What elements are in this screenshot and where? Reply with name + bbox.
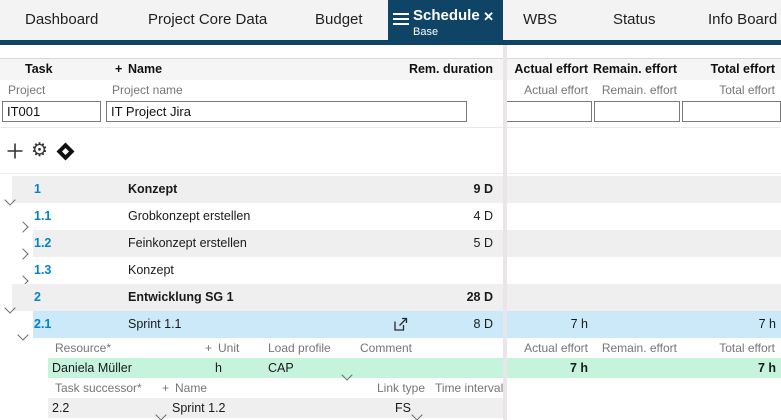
task-successor-column-header: Task successor* bbox=[55, 381, 142, 395]
divider bbox=[0, 127, 781, 128]
total-effort-column-header: Total effort bbox=[719, 341, 775, 355]
rem-duration-value: 9 D bbox=[473, 182, 493, 196]
task-name: Entwicklung SG 1 bbox=[128, 290, 234, 304]
task-name: Grobkonzept erstellen bbox=[128, 209, 251, 223]
actual-effort-value: 7 h bbox=[570, 317, 588, 331]
task-row[interactable]: 2 Entwicklung SG 1 28 D bbox=[0, 284, 781, 314]
chevron-down-icon[interactable] bbox=[411, 404, 423, 420]
unit-cell[interactable]: h bbox=[215, 361, 222, 375]
close-icon[interactable]: ✕ bbox=[483, 9, 494, 24]
remain-effort-input[interactable] bbox=[594, 101, 680, 122]
subheader-total-effort: Total effort bbox=[719, 83, 775, 97]
chevron-down-icon[interactable] bbox=[155, 404, 167, 420]
rem-duration-value: 28 D bbox=[466, 290, 493, 304]
subheader-actual-effort: Actual effort bbox=[524, 83, 588, 97]
tab-wbs[interactable]: WBS bbox=[523, 11, 558, 28]
wbs-number: 1.2 bbox=[34, 236, 52, 250]
wbs-number: 1 bbox=[34, 182, 41, 196]
tab-project-core-data[interactable]: Project Core Data bbox=[148, 11, 268, 28]
successor-header-row: Task successor* + Name Link type Time in… bbox=[0, 378, 781, 398]
unit-column-header: Unit bbox=[218, 341, 240, 355]
successor-row[interactable]: 2.2 Sprint 1.2 FS bbox=[0, 398, 781, 420]
subheader-project: Project bbox=[8, 83, 46, 97]
rem-duration-value: 4 D bbox=[473, 209, 493, 223]
actual-effort-column-header: Actual effort bbox=[524, 341, 588, 355]
task-name: Konzept bbox=[128, 263, 174, 277]
column-header-total-effort: Total effort bbox=[710, 62, 775, 76]
column-header-actual-effort: Actual effort bbox=[514, 62, 588, 76]
time-interval-column-header: Time interval bbox=[435, 381, 504, 395]
load-profile-column-header: Load profile bbox=[268, 341, 331, 355]
add-column-icon[interactable]: + bbox=[205, 341, 213, 355]
rem-duration-value: 8 D bbox=[473, 317, 493, 331]
divider bbox=[0, 173, 781, 174]
module-tab-bar: Dashboard Project Core Data Budget WBS S… bbox=[0, 0, 781, 45]
tab-budget[interactable]: Budget bbox=[315, 11, 363, 28]
link-type-cell[interactable]: FS bbox=[395, 401, 411, 415]
menu-icon[interactable] bbox=[393, 13, 409, 25]
column-header-task: Task bbox=[25, 62, 53, 76]
subheader-project-name: Project name bbox=[112, 83, 183, 97]
tab-status[interactable]: Status bbox=[613, 11, 656, 28]
resource-name-cell[interactable]: Daniela Müller bbox=[52, 361, 132, 375]
add-task-icon[interactable] bbox=[6, 142, 24, 160]
settings-gear-icon[interactable]: ⚙ bbox=[31, 140, 49, 161]
link-type-column-header: Link type bbox=[377, 381, 426, 395]
total-effort-value: 7 h bbox=[758, 317, 776, 331]
wbs-number: 1.1 bbox=[34, 209, 52, 223]
subheader-remain-effort: Remain. effort bbox=[601, 83, 677, 97]
total-effort-input[interactable] bbox=[682, 101, 781, 122]
task-row[interactable]: 1.3 Konzept bbox=[0, 257, 781, 287]
task-row[interactable]: 1.2 Feinkonzept erstellen 5 D bbox=[0, 230, 781, 260]
active-tab-sublabel: Base bbox=[413, 26, 439, 38]
actual-effort-input[interactable] bbox=[506, 101, 592, 122]
task-id-input[interactable] bbox=[2, 101, 101, 122]
tab-schedule-active[interactable]: Schedule ✕ Base bbox=[388, 0, 503, 45]
tab-dashboard[interactable]: Dashboard bbox=[25, 11, 99, 28]
successor-name-cell[interactable]: Sprint 1.2 bbox=[172, 401, 226, 415]
active-tab-label: Schedule bbox=[413, 7, 480, 24]
total-effort-value: 7 h bbox=[757, 361, 776, 375]
grid-subheader-row: Project Project name Actual effort Remai… bbox=[0, 80, 781, 100]
task-name: Feinkonzept erstellen bbox=[128, 236, 247, 250]
successor-task-cell[interactable]: 2.2 bbox=[52, 401, 70, 415]
resource-header-row: Resource* + Unit Load profile Comment Ac… bbox=[0, 338, 781, 358]
project-name-input[interactable] bbox=[106, 101, 467, 122]
tab-info-board[interactable]: Info Board bbox=[708, 11, 778, 28]
resource-column-header: Resource* bbox=[55, 341, 112, 355]
add-column-icon[interactable]: + bbox=[162, 381, 170, 395]
column-header-name: Name bbox=[128, 62, 163, 76]
milestone-diamond-icon[interactable] bbox=[56, 142, 75, 161]
actual-effort-value: 7 h bbox=[569, 361, 588, 375]
wbs-number: 1.3 bbox=[34, 263, 52, 277]
comment-column-header: Comment bbox=[360, 341, 413, 355]
task-row-selected[interactable]: 2.1 Sprint 1.1 8 D 7 h 7 h bbox=[0, 311, 781, 341]
grid-header-row: Task + Name Rem. duration Actual effort … bbox=[0, 58, 781, 80]
wbs-number: 2.1 bbox=[34, 317, 52, 331]
column-header-rem-duration: Rem. duration bbox=[408, 62, 493, 76]
task-row[interactable]: 1.1 Grobkonzept erstellen 4 D bbox=[0, 203, 781, 233]
add-column-icon[interactable]: + bbox=[115, 62, 123, 76]
task-name: Sprint 1.1 bbox=[128, 317, 182, 331]
name-column-header: Name bbox=[175, 381, 208, 395]
rem-duration-value: 5 D bbox=[473, 236, 493, 250]
open-external-icon[interactable] bbox=[392, 316, 409, 333]
wbs-number: 2 bbox=[34, 290, 41, 304]
remain-effort-column-header: Remain. effort bbox=[601, 341, 677, 355]
column-header-remain-effort: Remain. effort bbox=[592, 62, 677, 76]
load-profile-cell[interactable]: CAP bbox=[268, 361, 294, 375]
pane-separator[interactable] bbox=[503, 45, 507, 420]
resource-row[interactable]: Daniela Müller h CAP 7 h 7 h bbox=[0, 358, 781, 381]
task-row[interactable]: 1 Konzept 9 D bbox=[0, 176, 781, 206]
task-name: Konzept bbox=[128, 182, 178, 196]
